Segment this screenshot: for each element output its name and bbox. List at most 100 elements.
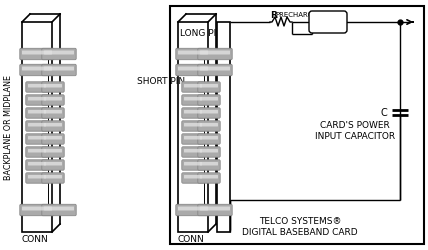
FancyBboxPatch shape [200, 51, 230, 55]
FancyBboxPatch shape [42, 65, 76, 76]
FancyBboxPatch shape [198, 65, 232, 76]
FancyBboxPatch shape [182, 96, 204, 106]
FancyBboxPatch shape [198, 49, 232, 60]
FancyBboxPatch shape [198, 173, 220, 184]
FancyBboxPatch shape [26, 82, 48, 93]
FancyBboxPatch shape [44, 98, 62, 101]
FancyBboxPatch shape [198, 121, 220, 132]
Text: TELCO SYSTEMS®
DIGITAL BASEBAND CARD: TELCO SYSTEMS® DIGITAL BASEBAND CARD [242, 216, 358, 236]
FancyBboxPatch shape [26, 134, 48, 144]
FancyBboxPatch shape [28, 162, 46, 166]
FancyBboxPatch shape [42, 96, 64, 106]
FancyBboxPatch shape [44, 136, 62, 140]
FancyBboxPatch shape [44, 67, 74, 71]
FancyBboxPatch shape [44, 51, 74, 55]
FancyBboxPatch shape [26, 160, 48, 170]
FancyBboxPatch shape [28, 85, 46, 88]
FancyBboxPatch shape [178, 67, 208, 71]
FancyBboxPatch shape [28, 124, 46, 127]
FancyBboxPatch shape [26, 108, 48, 119]
FancyBboxPatch shape [42, 108, 64, 119]
Text: FUSE: FUSE [316, 18, 339, 28]
Text: LONG PIN: LONG PIN [179, 28, 223, 37]
FancyBboxPatch shape [184, 98, 202, 101]
FancyBboxPatch shape [198, 204, 232, 216]
FancyBboxPatch shape [42, 173, 64, 184]
Bar [217, 23, 230, 232]
Text: C: C [380, 108, 387, 118]
Text: SHORT PIN: SHORT PIN [137, 76, 185, 85]
Bar [170, 7, 424, 244]
FancyBboxPatch shape [26, 96, 48, 106]
FancyBboxPatch shape [28, 136, 46, 140]
FancyBboxPatch shape [184, 85, 202, 88]
FancyBboxPatch shape [178, 207, 208, 211]
FancyBboxPatch shape [176, 65, 210, 76]
FancyBboxPatch shape [176, 204, 210, 216]
FancyBboxPatch shape [44, 124, 62, 127]
FancyBboxPatch shape [20, 65, 54, 76]
FancyBboxPatch shape [20, 49, 54, 60]
FancyBboxPatch shape [44, 110, 62, 114]
FancyBboxPatch shape [200, 150, 218, 153]
FancyBboxPatch shape [42, 49, 76, 60]
FancyBboxPatch shape [42, 82, 64, 93]
FancyBboxPatch shape [28, 175, 46, 179]
FancyBboxPatch shape [182, 134, 204, 144]
FancyBboxPatch shape [200, 110, 218, 114]
FancyBboxPatch shape [200, 85, 218, 88]
FancyBboxPatch shape [198, 160, 220, 170]
Text: R: R [270, 10, 277, 20]
FancyBboxPatch shape [42, 134, 64, 144]
Bar [178, 23, 208, 232]
FancyBboxPatch shape [198, 147, 220, 158]
FancyBboxPatch shape [44, 207, 74, 211]
FancyBboxPatch shape [26, 173, 48, 184]
Text: CONN: CONN [22, 234, 48, 244]
FancyBboxPatch shape [182, 82, 204, 93]
FancyBboxPatch shape [42, 121, 64, 132]
FancyBboxPatch shape [200, 175, 218, 179]
FancyBboxPatch shape [184, 175, 202, 179]
FancyBboxPatch shape [182, 160, 204, 170]
FancyBboxPatch shape [42, 204, 76, 216]
FancyBboxPatch shape [200, 67, 230, 71]
Text: SIGNAL AND OTHER PINS: SIGNAL AND OTHER PINS [219, 80, 228, 175]
FancyBboxPatch shape [309, 12, 347, 34]
FancyBboxPatch shape [42, 160, 64, 170]
FancyBboxPatch shape [44, 175, 62, 179]
Text: CARD'S POWER
INPUT CAPACITOR: CARD'S POWER INPUT CAPACITOR [315, 121, 395, 140]
FancyBboxPatch shape [198, 134, 220, 144]
FancyBboxPatch shape [184, 136, 202, 140]
FancyBboxPatch shape [184, 124, 202, 127]
FancyBboxPatch shape [42, 147, 64, 158]
FancyBboxPatch shape [184, 110, 202, 114]
FancyBboxPatch shape [184, 162, 202, 166]
FancyBboxPatch shape [198, 82, 220, 93]
Bar [22, 23, 52, 232]
FancyBboxPatch shape [184, 150, 202, 153]
FancyBboxPatch shape [22, 207, 52, 211]
FancyBboxPatch shape [182, 108, 204, 119]
FancyBboxPatch shape [22, 51, 52, 55]
FancyBboxPatch shape [178, 51, 208, 55]
FancyBboxPatch shape [26, 147, 48, 158]
FancyBboxPatch shape [200, 207, 230, 211]
FancyBboxPatch shape [198, 108, 220, 119]
FancyBboxPatch shape [200, 136, 218, 140]
FancyBboxPatch shape [20, 204, 54, 216]
FancyBboxPatch shape [44, 85, 62, 88]
FancyBboxPatch shape [176, 49, 210, 60]
FancyBboxPatch shape [200, 162, 218, 166]
FancyBboxPatch shape [44, 150, 62, 153]
Text: CONN: CONN [178, 234, 205, 244]
FancyBboxPatch shape [182, 147, 204, 158]
Text: BACKPLANE OR MIDPLANE: BACKPLANE OR MIDPLANE [3, 75, 12, 180]
Text: PRECHARGE: PRECHARGE [275, 12, 318, 18]
FancyBboxPatch shape [182, 121, 204, 132]
FancyBboxPatch shape [182, 173, 204, 184]
FancyBboxPatch shape [28, 110, 46, 114]
FancyBboxPatch shape [44, 162, 62, 166]
FancyBboxPatch shape [28, 98, 46, 101]
FancyBboxPatch shape [198, 96, 220, 106]
